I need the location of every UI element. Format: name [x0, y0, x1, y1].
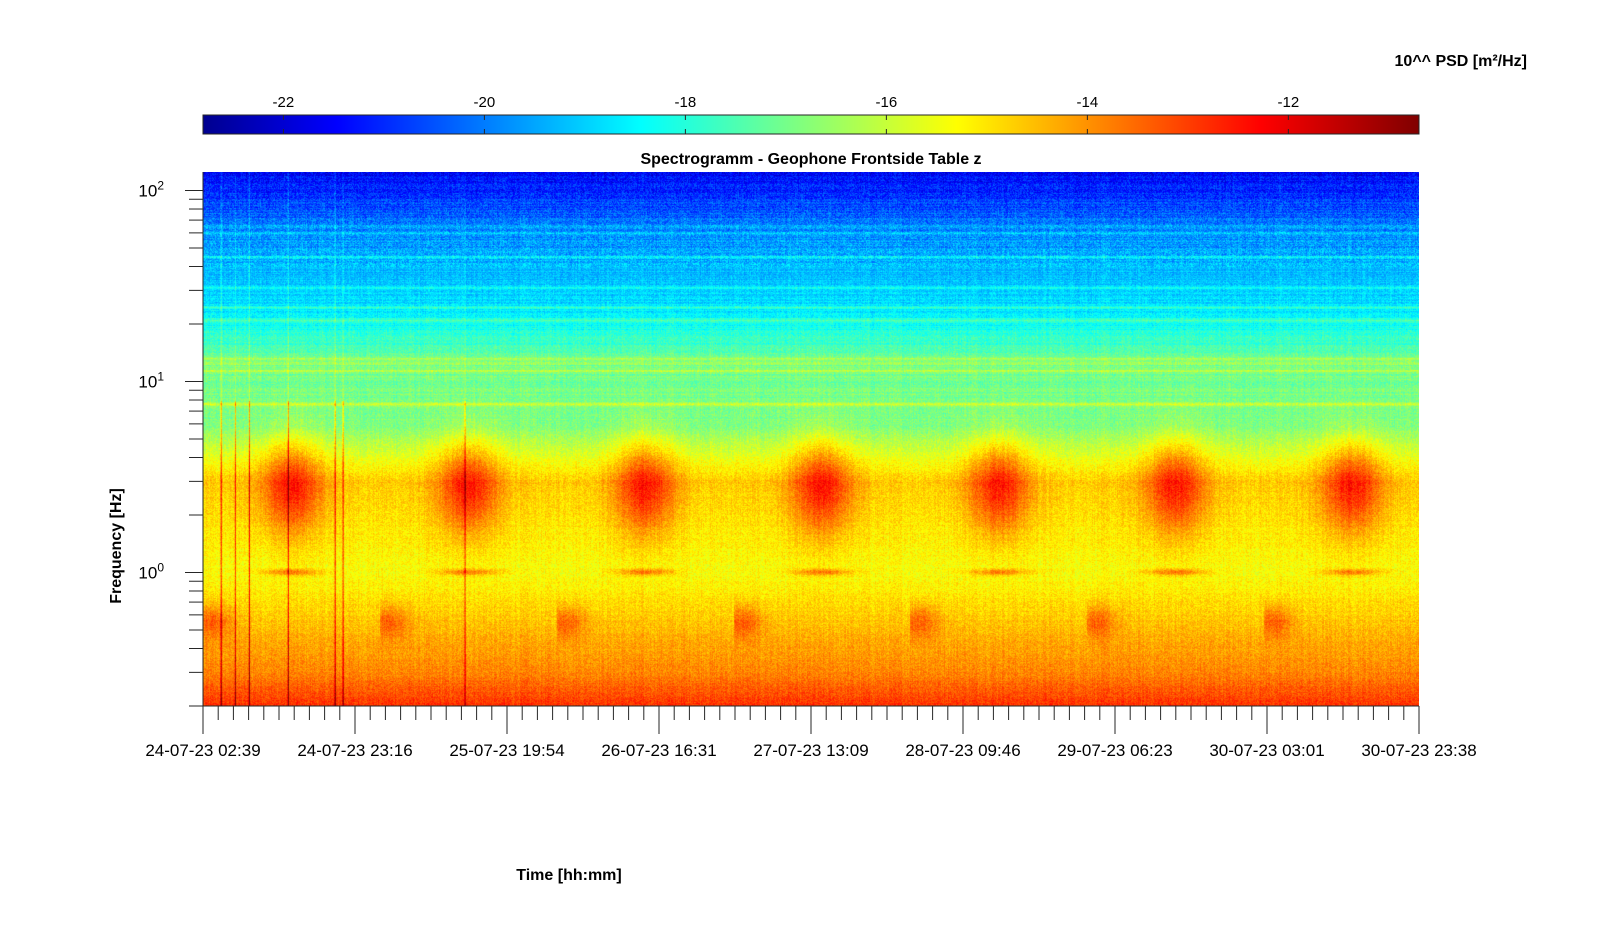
chart-title: Spectrogramm - Geophone Frontside Table …	[640, 151, 981, 168]
colorbar-tick-label: -16	[876, 94, 898, 111]
x-tick-label: 25-07-23 19:54	[449, 741, 564, 760]
x-tick-label: 28-07-23 09:46	[905, 741, 1020, 760]
colorbar-tick-label: -12	[1278, 94, 1300, 111]
y-axis-label: Frequency [Hz]	[108, 488, 125, 604]
spectrogram-image	[203, 172, 1419, 706]
y-tick-label: 102	[138, 179, 164, 201]
colorbar-tick-label: -14	[1077, 94, 1099, 111]
x-axis: 24-07-23 02:39 24-07-23 23:16 25-07-23 19:…	[145, 705, 1477, 760]
colorbar-gradient	[202, 114, 1420, 135]
colorbar-tick-label: -22	[273, 94, 295, 111]
colorbar-label: 10^^ PSD [m²/Hz]	[1395, 53, 1527, 70]
plot-area: 100 101 102 24-07-23 02:39 24-07-23 23:16 25…	[138, 172, 1477, 760]
x-tick-label: 24-07-23 23:16	[297, 741, 412, 760]
y-axis: 100 101 102	[138, 172, 204, 707]
y-tick-label: 101	[138, 370, 164, 392]
x-tick-label: 30-07-23 23:38	[1361, 741, 1476, 760]
colorbar-tick-label: -20	[474, 94, 496, 111]
x-axis-label: Time [hh:mm]	[516, 867, 621, 884]
x-tick-label: 29-07-23 06:23	[1057, 741, 1172, 760]
colorbar-ticks: -22 -20 -18 -16 -14 -12	[273, 94, 1300, 134]
x-tick-label: 26-07-23 16:31	[601, 741, 716, 760]
x-tick-label: 30-07-23 03:01	[1209, 741, 1324, 760]
x-tick-label: 24-07-23 02:39	[145, 741, 260, 760]
colorbar: -22 -20 -18 -16 -14 -12 10^^ PSD [m²/Hz]	[202, 53, 1527, 135]
colorbar-tick-label: -18	[675, 94, 697, 111]
y-tick-label: 100	[138, 561, 164, 583]
x-tick-label: 27-07-23 13:09	[753, 741, 868, 760]
